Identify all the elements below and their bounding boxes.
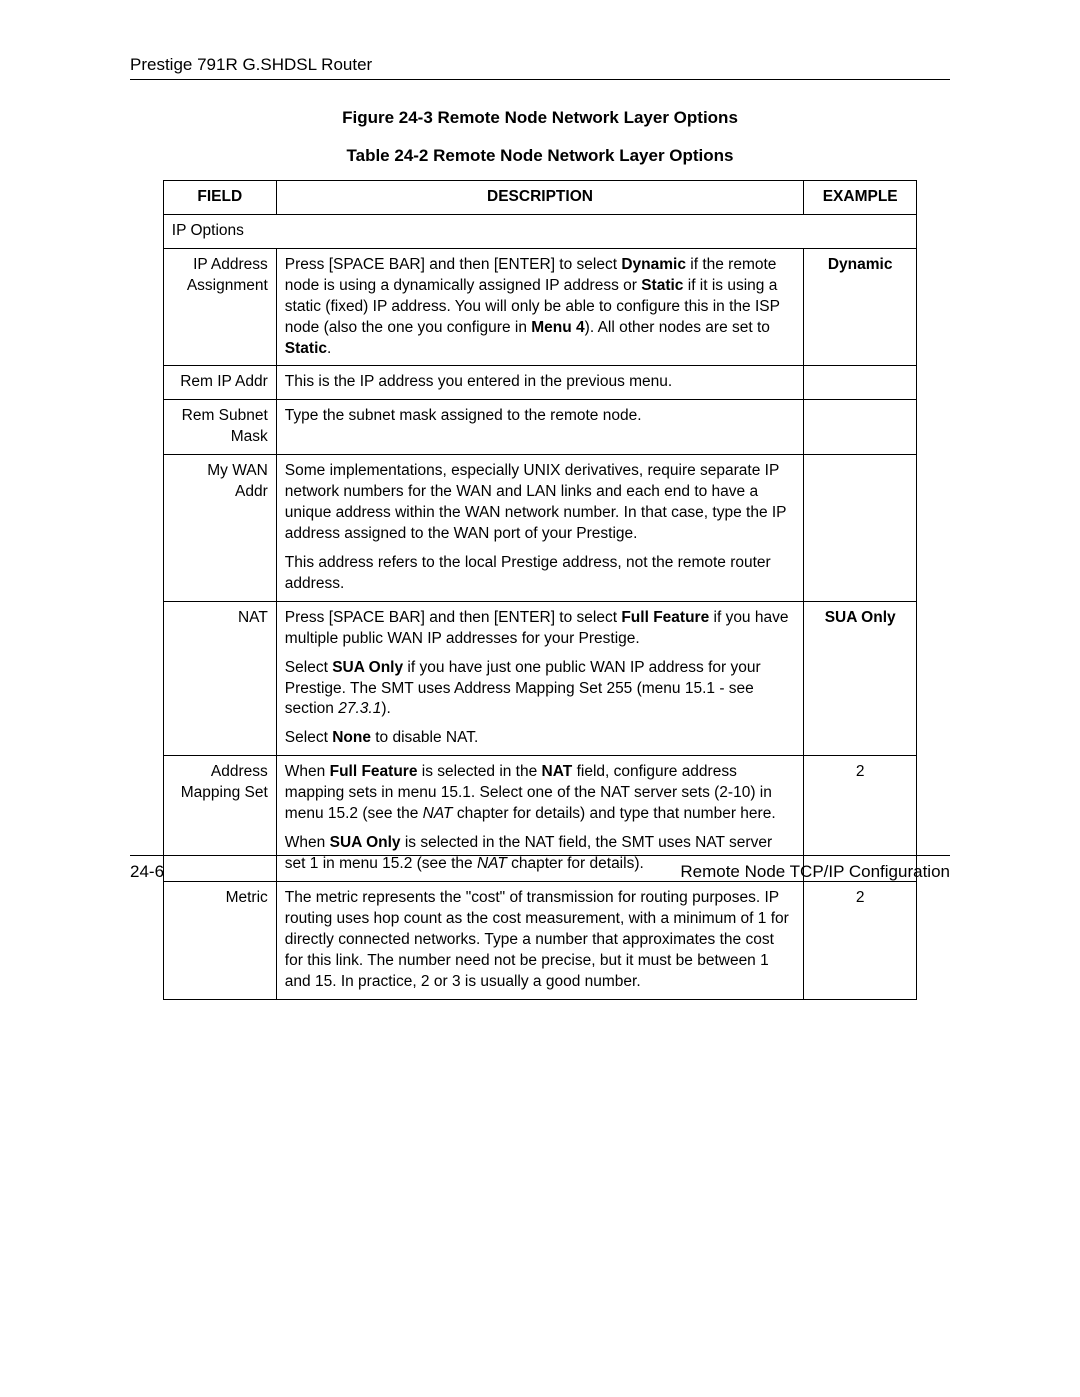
text: The metric represents the "cost" of tran…: [285, 888, 795, 993]
text-bold: Full Feature: [330, 763, 418, 780]
row-rem-ip-addr: Rem IP Addr This is the IP address you e…: [163, 366, 916, 400]
field-metric: Metric: [163, 881, 276, 999]
field-rem-ip: Rem IP Addr: [163, 366, 276, 400]
text: Some implementations, especially UNIX de…: [285, 461, 795, 545]
example-rem-subnet: [804, 400, 917, 455]
text: Type the subnet mask assigned to the rem…: [285, 406, 795, 427]
text: is selected in the: [417, 763, 541, 780]
field-nat: NAT: [163, 601, 276, 756]
page-footer: 24-6 Remote Node TCP/IP Configuration: [130, 855, 950, 882]
col-example: EXAMPLE: [804, 181, 917, 215]
example-ip-addr-assign: Dynamic: [804, 248, 917, 366]
col-description: DESCRIPTION: [276, 181, 803, 215]
text-italic: 27.3.1: [338, 700, 381, 717]
text: .: [327, 340, 331, 357]
field-my-wan: My WAN Addr: [163, 455, 276, 602]
text-bold: Full Feature: [621, 609, 709, 626]
text: When: [285, 834, 330, 851]
text: This is the IP address you entered in th…: [285, 372, 795, 393]
text: chapter for details) and type that numbe…: [453, 805, 776, 822]
row-rem-subnet-mask: Rem Subnet Mask Type the subnet mask ass…: [163, 400, 916, 455]
example-my-wan: [804, 455, 917, 602]
row-ip-address-assignment: IP Address Assignment Press [SPACE BAR] …: [163, 248, 916, 366]
desc-rem-ip: This is the IP address you entered in th…: [276, 366, 803, 400]
text-bold: Static: [641, 277, 683, 294]
desc-metric: The metric represents the "cost" of tran…: [276, 881, 803, 999]
text: ).: [381, 700, 390, 717]
text-bold: Menu 4: [531, 319, 584, 336]
table-header-row: FIELD DESCRIPTION EXAMPLE: [163, 181, 916, 215]
text-italic: NAT: [423, 805, 453, 822]
figure-caption: Figure 24-3 Remote Node Network Layer Op…: [130, 108, 950, 128]
text: Press [SPACE BAR] and then [ENTER] to se…: [285, 609, 622, 626]
row-metric: Metric The metric represents the "cost" …: [163, 881, 916, 999]
desc-my-wan: Some implementations, especially UNIX de…: [276, 455, 803, 602]
section-ip-options: IP Options: [163, 214, 916, 248]
text-bold: SUA Only: [330, 834, 401, 851]
section-row-ip-options: IP Options: [163, 214, 916, 248]
text-bold: Static: [285, 340, 327, 357]
doc-header: Prestige 791R G.SHDSL Router: [130, 55, 950, 80]
example-metric: 2: [804, 881, 917, 999]
text-bold: NAT: [542, 763, 573, 780]
text: This address refers to the local Prestig…: [285, 553, 795, 595]
text-bold: SUA Only: [332, 659, 403, 676]
desc-ip-addr-assign: Press [SPACE BAR] and then [ENTER] to se…: [276, 248, 803, 366]
text: Select: [285, 729, 332, 746]
text: When: [285, 763, 330, 780]
text: Press [SPACE BAR] and then [ENTER] to se…: [285, 256, 622, 273]
desc-rem-subnet: Type the subnet mask assigned to the rem…: [276, 400, 803, 455]
text: ). All other nodes are set to: [585, 319, 770, 336]
col-field: FIELD: [163, 181, 276, 215]
text: to disable NAT.: [371, 729, 478, 746]
example-rem-ip: [804, 366, 917, 400]
example-nat: SUA Only: [804, 601, 917, 756]
text-bold: None: [332, 729, 371, 746]
desc-nat: Press [SPACE BAR] and then [ENTER] to se…: [276, 601, 803, 756]
row-my-wan-addr: My WAN Addr Some implementations, especi…: [163, 455, 916, 602]
footer-title: Remote Node TCP/IP Configuration: [680, 862, 950, 882]
table-caption: Table 24-2 Remote Node Network Layer Opt…: [130, 146, 950, 166]
footer-page-number: 24-6: [130, 862, 164, 882]
field-rem-subnet: Rem Subnet Mask: [163, 400, 276, 455]
row-nat: NAT Press [SPACE BAR] and then [ENTER] t…: [163, 601, 916, 756]
text-bold: Dynamic: [621, 256, 686, 273]
text: Select: [285, 659, 332, 676]
field-ip-addr-assign: IP Address Assignment: [163, 248, 276, 366]
